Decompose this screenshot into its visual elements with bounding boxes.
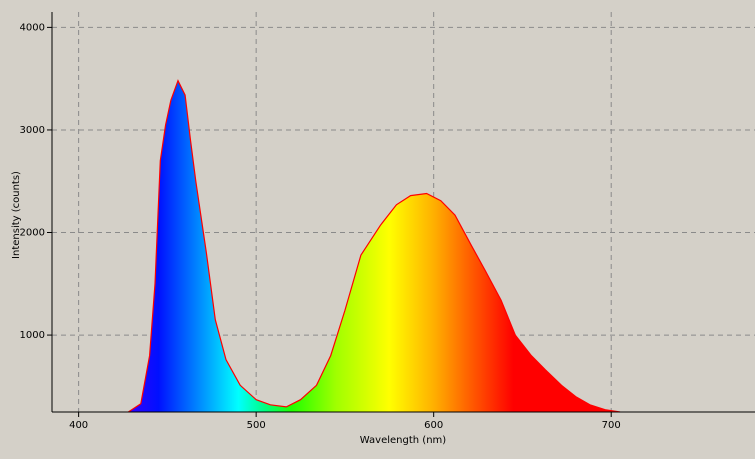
x-tick-label: 600 [424,420,443,431]
y-tick-label: 4000 [20,22,45,33]
y-axis-label: Intensity (counts) [11,171,22,259]
spectrum-area [128,80,621,412]
x-tick-label: 400 [69,420,88,431]
spectrum-line [127,79,621,413]
x-tick-label: 700 [602,420,621,431]
x-axis-label: Wavelength (nm) [360,435,446,446]
y-tick-label: 2000 [20,228,45,239]
y-tick-label: 1000 [20,330,45,341]
y-tick-label: 3000 [20,125,45,136]
x-tick-label: 500 [247,420,266,431]
